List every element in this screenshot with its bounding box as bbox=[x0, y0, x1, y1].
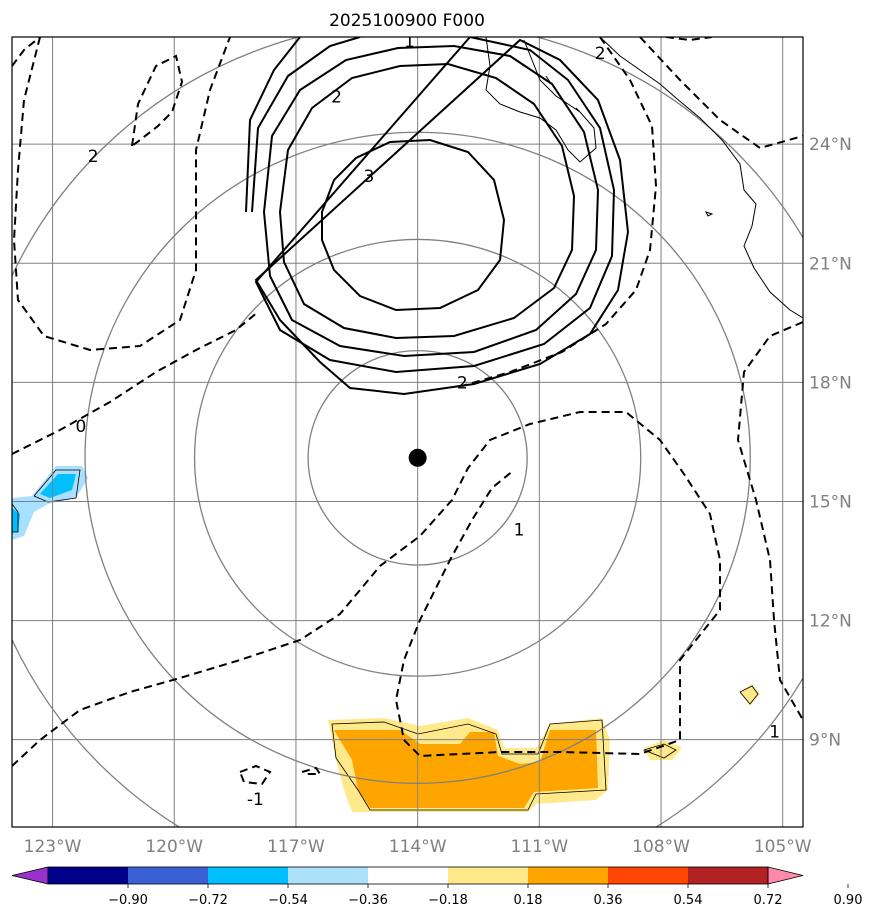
contour-dashed-outer-west bbox=[12, 37, 231, 352]
colorbar-tick-label-7: 0.54 bbox=[674, 893, 703, 908]
colorbar-tick-label-8: 0.72 bbox=[754, 893, 783, 908]
lat-label-0: 9°N bbox=[809, 731, 841, 751]
contour-label-1: 2 bbox=[331, 88, 342, 108]
contour-dashed-zero bbox=[12, 311, 259, 455]
contour-dashed-minus-one bbox=[238, 764, 322, 786]
contour-label-7: -1 bbox=[247, 790, 264, 810]
colorbar-tick-label-4: −0.18 bbox=[428, 893, 468, 908]
colorbar-extend-high bbox=[767, 866, 804, 885]
positive-shading-small-1 bbox=[644, 740, 682, 760]
colorbar-tick-label-5: 0.18 bbox=[514, 893, 543, 908]
colorbar-extend-low bbox=[11, 866, 49, 885]
contour-label-5: 1 bbox=[514, 520, 525, 540]
range-ring-1 bbox=[193, 238, 642, 677]
contour-solid-1b bbox=[251, 37, 616, 374]
contour-dashed-far-east bbox=[639, 37, 803, 150]
colorbar-tick-label-1: −0.72 bbox=[188, 893, 228, 908]
map-title: 2025100900 F000 bbox=[329, 11, 485, 31]
coastline bbox=[485, 37, 803, 319]
colorbar-tick-label-9: 0.90 bbox=[834, 893, 863, 908]
contour-label-3: 2 bbox=[457, 373, 468, 393]
contour-dashed-east bbox=[461, 37, 658, 387]
contour-dashed-right-edge bbox=[736, 321, 803, 721]
contour-label-2: 3 bbox=[364, 167, 375, 187]
lon-label-3: 114°W bbox=[389, 837, 447, 857]
storm-center-marker bbox=[408, 448, 427, 467]
range-ring-0 bbox=[307, 349, 528, 566]
lon-label-5: 108°W bbox=[632, 837, 690, 857]
negative-shading-inner bbox=[12, 474, 76, 532]
colorbar-box-1 bbox=[128, 867, 208, 884]
contour-label-4: 0 bbox=[76, 417, 87, 437]
contour-solid-2 bbox=[278, 62, 576, 340]
anomaly-shading bbox=[12, 466, 760, 812]
latitude-labels: 9°N 12°N 15°N 18°N 21°N 24°N bbox=[809, 135, 852, 750]
contour-solid-2b bbox=[262, 44, 600, 358]
contour-label-9: 1 bbox=[769, 723, 780, 743]
colorbar-tick-label-2: −0.54 bbox=[268, 893, 308, 908]
colorbar-box-2 bbox=[208, 867, 288, 884]
lat-label-3: 18°N bbox=[809, 373, 852, 393]
lon-label-0: 123°W bbox=[24, 837, 82, 857]
contour-solid-1 bbox=[245, 37, 630, 396]
lon-label-4: 111°W bbox=[510, 837, 568, 857]
lat-label-2: 15°N bbox=[809, 492, 852, 512]
map-area: 1 2 3 2 0 1 2 -1 2 1 bbox=[12, 32, 803, 827]
colorbar: −0.90 −0.72 −0.54 −0.36 −0.18 0.18 0.36 0.54 0.7… bbox=[11, 866, 863, 908]
contour-label-8: 2 bbox=[595, 44, 606, 64]
colorbar-tick-label-0: −0.90 bbox=[108, 893, 148, 908]
lat-label-5: 24°N bbox=[809, 135, 852, 155]
colorbar-box-8 bbox=[688, 867, 768, 884]
longitude-labels: 123°W 120°W 117°W 114°W 111°W 108°W 105°W bbox=[24, 837, 812, 857]
graticule bbox=[12, 37, 803, 827]
contour-labels: 1 2 3 2 0 1 2 -1 2 1 bbox=[76, 32, 780, 810]
colorbar-tick-label-3: −0.36 bbox=[348, 893, 388, 908]
colorbar-box-0 bbox=[48, 867, 128, 884]
lat-label-4: 21°N bbox=[809, 254, 852, 274]
colorbar-box-6 bbox=[528, 867, 608, 884]
lon-label-1: 120°W bbox=[145, 837, 203, 857]
colorbar-frame bbox=[47, 866, 769, 885]
map-frame bbox=[11, 36, 804, 828]
contour-label-6: 2 bbox=[88, 147, 99, 167]
colorbar-box-3 bbox=[288, 867, 368, 884]
colorbar-box-5 bbox=[448, 867, 528, 884]
lat-label-1: 12°N bbox=[809, 612, 852, 632]
lon-label-2: 117°W bbox=[267, 837, 325, 857]
colorbar-tick-label-6: 0.36 bbox=[594, 893, 623, 908]
shading-outline bbox=[12, 469, 759, 811]
contour-dashed-south-west bbox=[12, 411, 721, 767]
contour-dashed-small-loop bbox=[130, 54, 184, 149]
colorbar-box-7 bbox=[608, 867, 688, 884]
contour-lines bbox=[12, 37, 803, 786]
positive-shading-inner bbox=[334, 730, 598, 808]
contour-solid-3 bbox=[321, 138, 506, 312]
colorbar-box-4 bbox=[368, 867, 448, 884]
lon-label-6: 105°W bbox=[754, 837, 812, 857]
contour-label-0: 1 bbox=[404, 32, 415, 52]
contour-dashed-top bbox=[12, 37, 41, 67]
